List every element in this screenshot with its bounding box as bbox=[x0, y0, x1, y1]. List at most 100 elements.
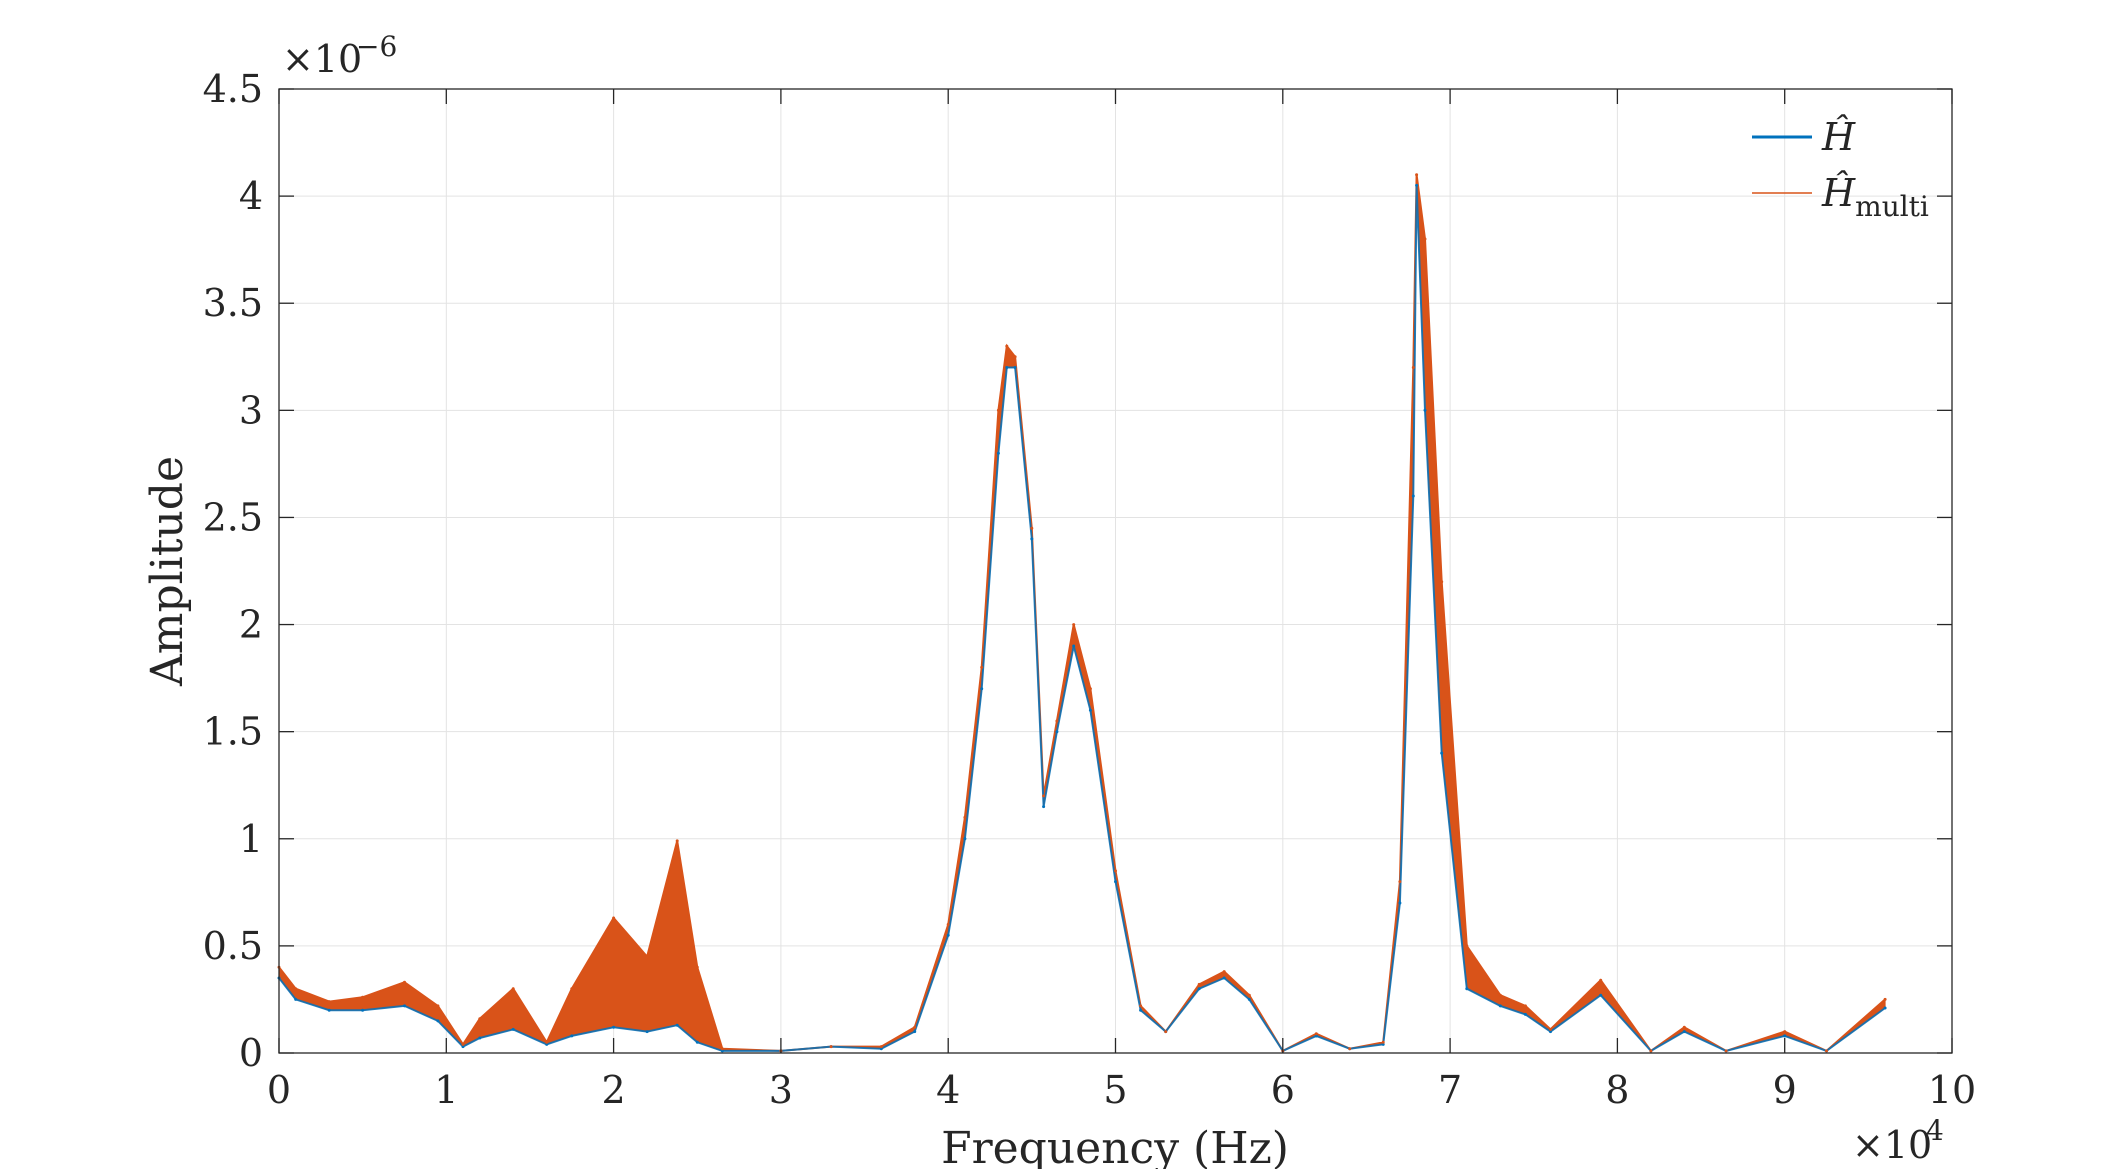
series-h-point bbox=[327, 1008, 331, 1012]
series-hmulti-point bbox=[1415, 173, 1419, 177]
y-multiplier: ×10 −6 bbox=[282, 30, 397, 81]
series-hmulti-point bbox=[963, 815, 967, 819]
series-hmulti-point bbox=[1423, 237, 1427, 241]
x-tick-label: 10 bbox=[1928, 1068, 1976, 1112]
series-hmulti-point bbox=[1649, 1049, 1653, 1053]
series-h-point bbox=[545, 1042, 549, 1046]
series-h-point bbox=[1381, 1042, 1385, 1046]
series-hmulti-point bbox=[996, 408, 1000, 412]
y-multiplier-exponent: −6 bbox=[356, 30, 397, 63]
series-hmulti-point bbox=[675, 839, 679, 843]
series-h-point bbox=[436, 1019, 440, 1023]
series-hmulti-point bbox=[1222, 970, 1226, 974]
series-hmulti-point bbox=[461, 1042, 465, 1046]
series-hmulti-point bbox=[478, 1017, 482, 1021]
series-hmulti-point bbox=[1825, 1049, 1828, 1053]
series-hmulti-point bbox=[946, 923, 950, 926]
x-tick-label: 6 bbox=[1271, 1068, 1295, 1112]
series-hmulti-point bbox=[1682, 1025, 1686, 1029]
series-hmulti-point bbox=[327, 1000, 331, 1004]
series-hmulti-point bbox=[1783, 1030, 1787, 1034]
series-h-point bbox=[1523, 1012, 1527, 1016]
series-hmulti-point bbox=[511, 987, 515, 991]
series-hmulti-point bbox=[1498, 993, 1502, 997]
series-hmulti-point bbox=[1055, 719, 1059, 723]
series-hmulti-point bbox=[1440, 580, 1444, 584]
series-h-point bbox=[1005, 366, 1009, 369]
series-hmulti-point bbox=[879, 1045, 883, 1049]
x-tick-label: 7 bbox=[1438, 1068, 1462, 1112]
series-h-point bbox=[1197, 987, 1201, 991]
y-tick-label: 3.5 bbox=[203, 281, 263, 325]
legend-label-hmulti-sub: multi bbox=[1855, 190, 1929, 223]
y-tick-label: 1 bbox=[239, 817, 263, 861]
y-tick-label: 2.5 bbox=[203, 495, 263, 539]
series-h-point bbox=[645, 1030, 649, 1034]
series-hmulti-point bbox=[1348, 1047, 1352, 1051]
x-axis-title: Frequency (Hz) bbox=[941, 1123, 1289, 1169]
series-hmulti-point bbox=[1114, 869, 1117, 873]
series-hmulti-point bbox=[1164, 1030, 1168, 1034]
series-h-point bbox=[1314, 1034, 1318, 1038]
series-h-point bbox=[1139, 1008, 1143, 1012]
series-hmulti-point bbox=[1314, 1032, 1318, 1036]
x-tick-label: 1 bbox=[434, 1068, 458, 1112]
series-layer bbox=[277, 173, 1887, 1053]
series-hmulti-point bbox=[645, 955, 649, 959]
series-h-point bbox=[1498, 1004, 1502, 1008]
x-tick-label: 0 bbox=[267, 1068, 291, 1112]
series-hmulti-point bbox=[695, 965, 699, 969]
y-axis-title: Amplitude bbox=[142, 456, 193, 687]
series-h-point bbox=[1682, 1030, 1686, 1034]
series-h-point bbox=[913, 1030, 917, 1034]
series-hmulti-point bbox=[1197, 982, 1201, 986]
y-tick-labels: 0 0.5 1 1.5 2 2.5 3 3.5 4 4.5 bbox=[203, 67, 263, 1075]
series-h-point bbox=[1783, 1034, 1787, 1038]
legend-label-h: Ĥ bbox=[1821, 115, 1856, 159]
series-hmulti-point bbox=[612, 916, 616, 920]
series-h-point bbox=[695, 1040, 699, 1044]
x-tick-label: 5 bbox=[1103, 1068, 1127, 1112]
series-hmulti-point bbox=[1599, 978, 1603, 982]
y-tick-label: 0.5 bbox=[203, 924, 263, 968]
series-hmulti-point bbox=[1465, 944, 1469, 948]
series-h-point bbox=[1398, 901, 1402, 905]
series-h-point bbox=[1072, 644, 1076, 648]
series-h-point bbox=[1883, 1006, 1887, 1010]
series-hmulti-point bbox=[913, 1025, 917, 1029]
series-h-point bbox=[1465, 987, 1469, 991]
x-multiplier-base: ×10 bbox=[1852, 1123, 1932, 1167]
series-h-point bbox=[1423, 408, 1427, 412]
series-h-point bbox=[570, 1034, 574, 1038]
series-h-point bbox=[1222, 976, 1226, 980]
series-h-point bbox=[1114, 880, 1117, 884]
series-hmulti-point bbox=[1398, 880, 1402, 884]
x-tick-label: 4 bbox=[936, 1068, 960, 1112]
series-h-point bbox=[1055, 730, 1059, 734]
series-h-point bbox=[1088, 708, 1092, 712]
series-hmulti-point bbox=[1247, 993, 1251, 997]
series-h-point bbox=[403, 1004, 406, 1008]
series-hmulti-point bbox=[1381, 1040, 1385, 1044]
y-tick-label: 2 bbox=[239, 603, 263, 647]
series-h-point bbox=[612, 1025, 616, 1029]
series-h-point bbox=[294, 997, 298, 1001]
x-tick-label: 9 bbox=[1773, 1068, 1797, 1112]
series-hmulti-point bbox=[829, 1045, 833, 1049]
series-h-point bbox=[1013, 366, 1017, 369]
tick-marks bbox=[278, 88, 1953, 1054]
series-h-point bbox=[1440, 751, 1444, 755]
series-hmulti-point bbox=[1088, 687, 1092, 691]
series-hmulti-point bbox=[1005, 344, 1009, 348]
series-hmulti-point bbox=[980, 665, 984, 669]
series-hmulti-point bbox=[1013, 355, 1017, 359]
series-hmulti-point bbox=[545, 1040, 549, 1044]
x-tick-label: 8 bbox=[1605, 1068, 1629, 1112]
series-h-point bbox=[1549, 1030, 1552, 1034]
legend: Ĥ Ĥmulti bbox=[1752, 115, 1929, 223]
series-h-point bbox=[1415, 183, 1419, 187]
series-hmulti-point bbox=[1411, 366, 1415, 369]
series-hmulti-point bbox=[1724, 1049, 1728, 1053]
series-h-point bbox=[1030, 537, 1034, 541]
x-multiplier-exponent: 4 bbox=[1926, 1114, 1944, 1147]
